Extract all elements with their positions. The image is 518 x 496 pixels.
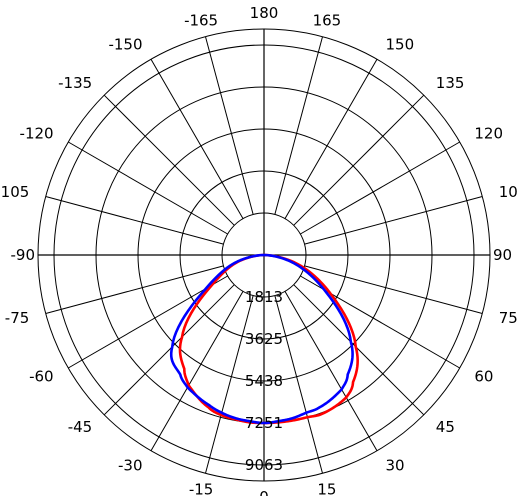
angle-tick-label: 120 [474,125,503,143]
grid-spoke [68,141,228,235]
angle-tick-label: -135 [58,74,92,92]
grid-spoke [205,36,254,215]
angle-tick-label: -45 [68,418,93,436]
grid-spoke [205,295,254,474]
angle-tick-label: -15 [189,481,214,496]
grid-spoke [300,141,460,235]
angle-tick-label: 90 [493,246,512,264]
radial-tick-label: 9063 [245,456,283,474]
angle-tick-label: 45 [436,418,455,436]
angle-tick-label: -90 [11,246,36,264]
grid-spoke [68,275,228,369]
angle-tick-label: 150 [386,36,415,54]
angle-tick-label: -105 [0,183,29,201]
angle-tick-label: -75 [5,309,30,327]
grid-spoke [150,59,244,219]
angle-tick-label: 30 [386,456,405,474]
grid-spoke [284,59,378,219]
angle-tick-label: -165 [184,11,218,29]
grid-spoke [293,284,425,416]
radial-tick-label: 3625 [245,330,283,348]
grid-spoke [293,94,425,226]
radial-tick-label: 1813 [245,288,283,306]
grid-spoke [274,295,323,474]
radial-tick-labels: 1813 3625 5438 7251 9063 [245,288,283,474]
radial-tick-label: 7251 [245,414,283,432]
grid-spoke [45,265,224,314]
angle-tick-label: -150 [108,36,142,54]
grid-spoke [45,196,224,245]
angle-tick-label: -60 [29,368,54,386]
angle-tick-label: 60 [474,368,493,386]
radial-tick-label: 5438 [245,372,283,390]
angle-tick-labels: 1801651501351201059075604530150-15-30-45… [0,4,518,496]
grid-spoke [284,291,378,451]
grid-spoke [103,284,235,416]
angle-tick-label: 0 [259,488,269,496]
angle-tick-label: 180 [250,4,279,22]
grid-spoke [304,265,483,314]
grid-spoke [150,291,244,451]
grid-spoke [274,36,323,215]
grid-spoke [304,196,483,245]
angle-tick-label: 165 [313,11,342,29]
grid-spoke [103,94,235,226]
angle-tick-label: -120 [20,125,54,143]
angle-tick-label: -30 [118,456,143,474]
angle-tick-label: 15 [317,481,336,496]
series-layer [169,253,359,425]
angle-tick-label: 135 [436,74,465,92]
angle-tick-label: 105 [499,183,518,201]
series-curve-2 [169,253,354,425]
angle-tick-label: 75 [499,309,518,327]
